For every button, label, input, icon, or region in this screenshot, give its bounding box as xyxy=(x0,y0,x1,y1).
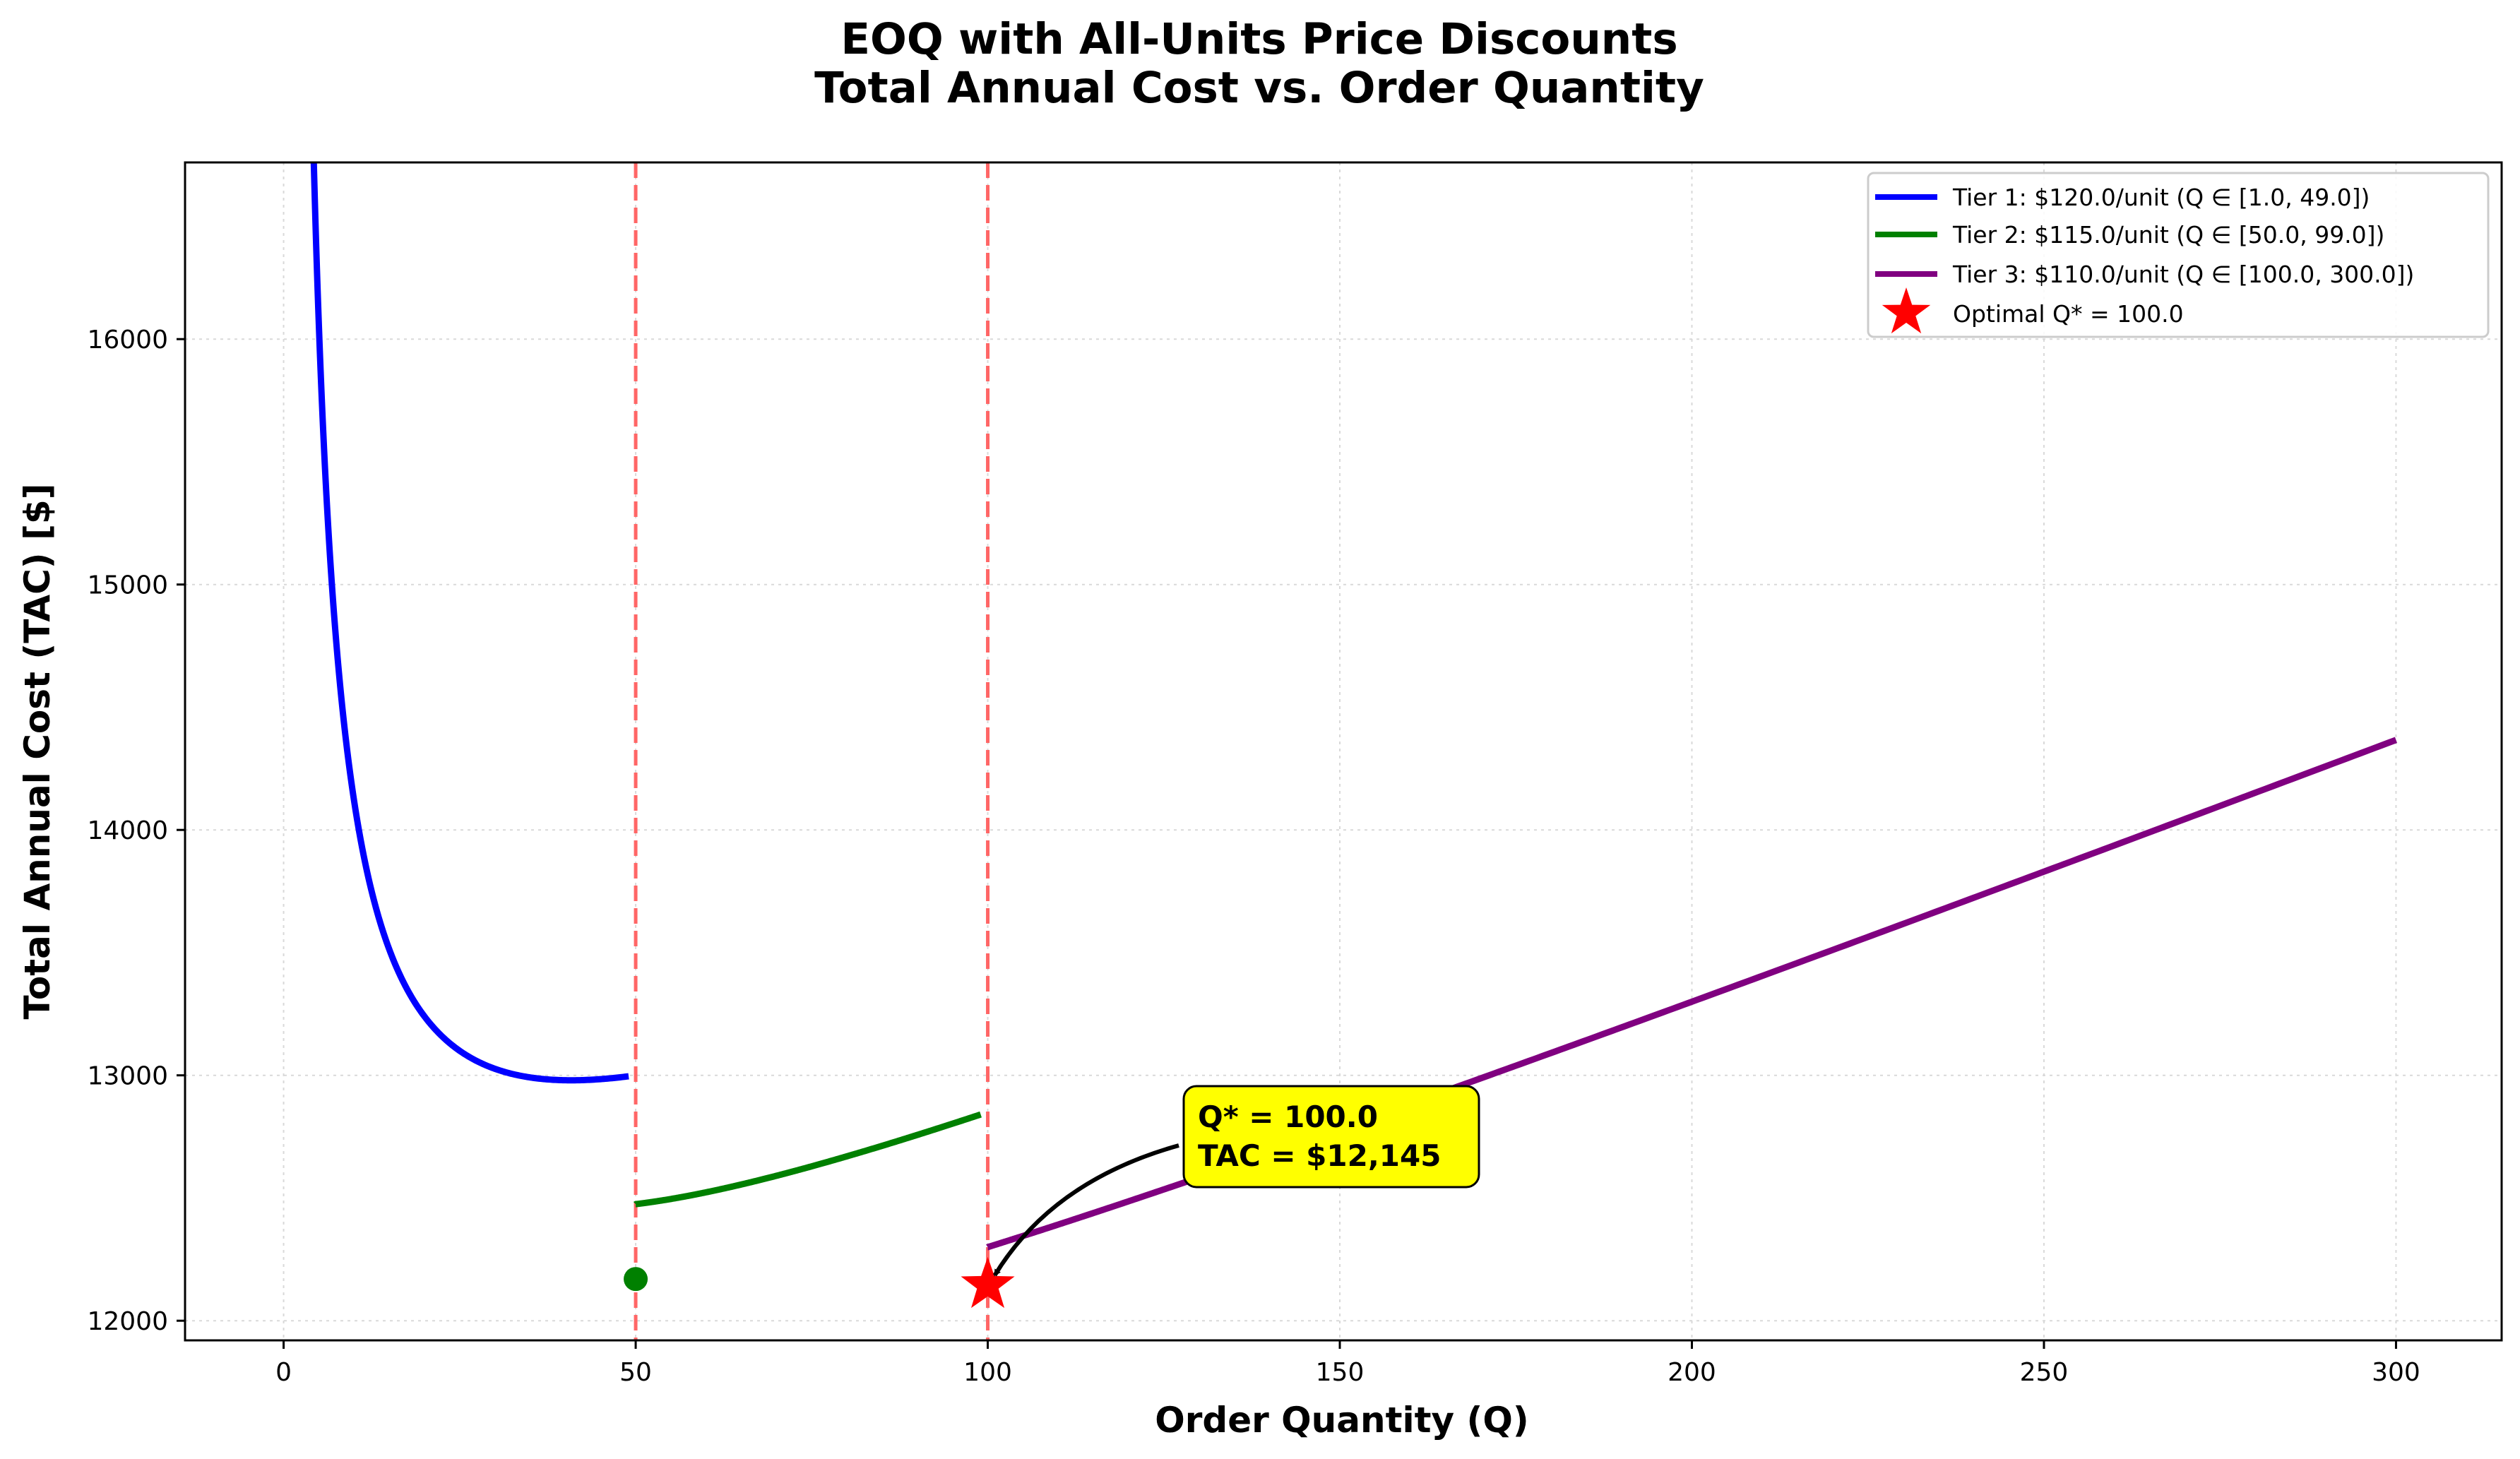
x-tick-label: 150 xyxy=(1316,1358,1365,1387)
annotation-line2: TAC = $12,145 xyxy=(1198,1138,1441,1173)
series-line-tier2 xyxy=(632,1111,982,1208)
legend-label-tier1: Tier 1: $120.0/unit (Q ∈ [1.0, 49.0]) xyxy=(1952,184,2370,211)
breakpoint-lines xyxy=(634,162,990,1340)
axis-ticks: 0 50 100 150 200 250 300 12000 13000 14000 15000 16… xyxy=(87,326,2420,1387)
chart-title-line1: EOQ with All-Units Price Discounts xyxy=(840,14,1677,64)
y-tick-label: 16000 xyxy=(87,326,168,355)
x-tick-label: 50 xyxy=(619,1358,652,1387)
plot-frame xyxy=(184,161,2503,1342)
x-tick-label: 100 xyxy=(963,1358,1012,1387)
x-axis-label: Order Quantity (Q) xyxy=(1155,1400,1529,1441)
legend-label-optimal: Optimal Q* = 100.0 xyxy=(1953,300,2184,328)
y-tick-label: 15000 xyxy=(87,571,168,600)
y-tick-label: 13000 xyxy=(87,1062,168,1091)
annotation-box xyxy=(1182,1085,1480,1189)
legend-label-tier2: Tier 2: $115.0/unit (Q ∈ [50.0, 99.0]) xyxy=(1952,221,2384,249)
markers xyxy=(624,1256,1015,1309)
y-tick-label: 14000 xyxy=(87,816,168,845)
x-tick-label: 250 xyxy=(2020,1358,2069,1387)
legend-frame xyxy=(1867,172,2490,338)
x-tick-label: 200 xyxy=(1668,1358,1716,1387)
legend-star-icon xyxy=(1882,287,1931,334)
optimal-point-star xyxy=(961,1256,1015,1309)
chart-title-line2: Total Annual Cost vs. Order Quantity xyxy=(814,63,1704,113)
x-tick-label: 300 xyxy=(2372,1358,2420,1387)
annotation-line1: Q* = 100.0 xyxy=(1198,1100,1378,1134)
y-axis-label: Total Annual Cost (TAC) [$] xyxy=(17,483,58,1019)
legend-label-tier3: Tier 3: $110.0/unit (Q ∈ [100.0, 300.0]) xyxy=(1952,261,2414,288)
series-line-tier1 xyxy=(310,162,631,1084)
legend: Tier 1: $120.0/unit (Q ∈ [1.0, 49.0]) Ti… xyxy=(1867,172,2490,338)
x-tick-label: 0 xyxy=(275,1358,292,1387)
tier2-start-point xyxy=(624,1267,648,1292)
annotation-arrow xyxy=(992,1143,1179,1277)
y-tick-label: 12000 xyxy=(87,1307,168,1336)
